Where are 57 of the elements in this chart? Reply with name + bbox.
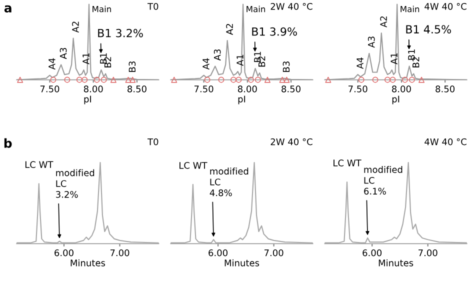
x-tick-label: 7.00 [418,249,438,256]
annotation: A1 [390,53,398,64]
annotation: A4 [202,58,210,70]
annotation: B1 [408,50,415,60]
x-tick-label: 8.50 [282,86,300,92]
chart-title: 2W 40 °C [270,138,312,146]
annotation: modified LC 4.8% [210,168,248,196]
annotation: B1 3.9% [252,27,297,36]
x-tick-label: 7.50 [194,86,214,92]
x-axis-title: Minutes [70,259,106,266]
x-tick-label: 8.50 [128,86,146,92]
annotation: B3 [282,62,290,72]
annotation: A3 [60,48,67,60]
x-tick-label: 7.00 [264,249,284,256]
annotation: Main [92,6,111,12]
annotation: B3 [128,62,136,72]
x-axis-title: Minutes [224,259,260,266]
annotation: Main [246,6,266,12]
annotation: B1 3.2% [98,28,143,38]
chart-title: 2W 40 °C [270,3,312,10]
x-axis-title: Minutes [378,259,414,266]
text: a [4,5,12,13]
annotation: A2 [380,16,387,28]
x-tick-label: 8.00 [238,86,257,92]
x-tick-label: 6.00 [208,249,228,256]
chart-title: 4W 40 °C [424,138,466,146]
x-axis-title: pI [238,96,246,104]
annotation: modified LC 6.1% [364,166,402,195]
annotation: A4 [48,58,56,70]
annotation: B2 [412,57,420,68]
x-tick-label: 7.00 [110,249,130,256]
x-tick-label: 8.00 [84,86,103,92]
annotation: A3 [214,49,221,61]
annotation: modified LC 3.2% [56,169,94,198]
x-axis-title: pI [392,96,400,104]
annotation: A2 [72,22,79,33]
annotation: Main [400,6,420,12]
annotation: B1 4.5% [406,25,451,34]
chart-title: T0 [148,3,158,10]
annotation: A3 [368,36,375,48]
text: b [4,138,12,148]
x-tick-label: 7.50 [348,86,368,92]
x-tick-label: 6.00 [54,249,74,256]
annotation: A1 [82,53,90,64]
x-axis-title: pI [84,96,91,104]
x-tick-label: 6.00 [362,249,382,256]
annotation: LC WT [25,161,54,168]
annotation: LC WT [334,160,362,166]
annotation: LC WT [180,162,208,169]
x-tick-label: 7.50 [40,86,60,92]
x-tick-label: 8.00 [392,86,411,92]
annotation: A2 [226,24,233,35]
chart-title: T0 [148,138,158,146]
annotation: A1 [236,54,244,66]
chart-title: 4W 40 °C [424,3,466,10]
annotation: A4 [356,58,364,69]
x-tick-label: 8.50 [436,86,455,92]
